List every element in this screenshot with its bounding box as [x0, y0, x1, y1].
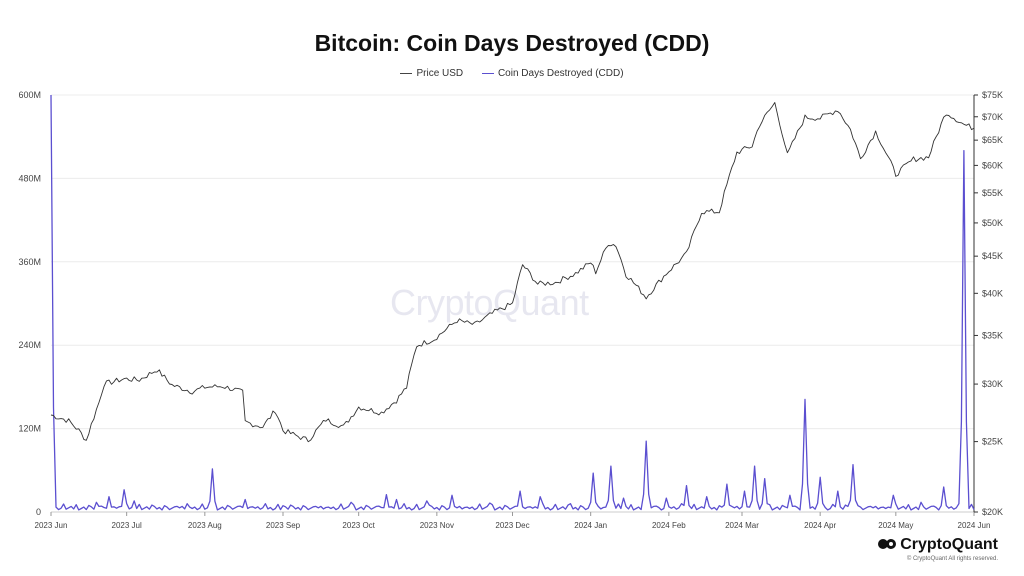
y-left-tick-label: 600M [18, 90, 41, 100]
y-left-tick-label: 360M [18, 257, 41, 267]
legend: Price USD Coin Days Destroyed (CDD) [0, 68, 1024, 79]
y-left-tick-label: 240M [18, 340, 41, 350]
legend-item-cdd[interactable]: Coin Days Destroyed (CDD) [481, 68, 624, 79]
x-tick-label: 2024 Jan [574, 521, 607, 530]
y-left-tick-label: 480M [18, 173, 41, 183]
x-tick-label: 2023 Nov [420, 521, 454, 530]
y-right-tick-label: $30K [982, 379, 1003, 389]
x-tick-label: 2023 Aug [188, 521, 222, 530]
x-tick-label: 2023 Sep [266, 521, 301, 530]
y-right-tick-label: $50K [982, 218, 1003, 228]
cdd-line [50, 94, 975, 511]
watermark: CryptoQuant [390, 282, 589, 323]
grid-lines [51, 94, 974, 513]
chart-title: Bitcoin: Coin Days Destroyed (CDD) [314, 30, 710, 56]
y-right-tick-label: $60K [982, 160, 1003, 170]
x-tick-label: 2023 Jun [35, 521, 68, 530]
legend-swatch-price [400, 72, 413, 74]
y-right-tick-label: $75K [982, 90, 1003, 100]
legend-item-price[interactable]: Price USD [400, 68, 463, 79]
copyright-text: © CryptoQuant All rights reserved. [906, 556, 998, 562]
x-tick-label: 2024 Apr [804, 521, 836, 530]
x-tick-label: 2024 Mar [725, 521, 759, 530]
y-axis-right: $20K $25K $30K $35K $40K $45K $50K $55K $60K $65K… [973, 90, 1003, 517]
x-tick-label: 2023 Dec [495, 521, 529, 530]
x-tick-label: 2024 Feb [652, 521, 686, 530]
x-tick-label: 2023 Jul [112, 521, 142, 530]
y-right-tick-label: $40K [982, 288, 1003, 298]
y-right-tick-label: $70K [982, 112, 1003, 122]
brand-name: CryptoQuant [900, 536, 998, 553]
x-tick-label: 2023 Oct [342, 521, 375, 530]
price-line [50, 102, 975, 443]
y-right-tick-label: $20K [982, 507, 1003, 517]
y-right-tick-label: $25K [982, 437, 1003, 447]
series-cdd [50, 94, 975, 511]
x-tick-label: 2024 Jun [958, 521, 991, 530]
y-right-tick-label: $45K [982, 251, 1003, 261]
brand-logo: CryptoQuant [878, 536, 998, 554]
legend-label-cdd: Coin Days Destroyed (CDD) [497, 68, 624, 79]
y-left-tick-label: 120M [18, 424, 41, 434]
y-right-tick-label: $55K [982, 188, 1003, 198]
y-left-tick-label: 0 [36, 507, 41, 517]
series-price [50, 102, 975, 443]
cryptoquant-logo-icon [878, 539, 897, 549]
x-tick-label: 2024 May [878, 521, 913, 530]
y-axis-left: 0 120M 240M 360M 480M 600M [18, 90, 41, 517]
legend-swatch-cdd [481, 72, 494, 74]
y-right-tick-label: $35K [982, 330, 1003, 340]
x-axis: 2023 Jun 2023 Jul 2023 Aug 2023 Sep 2023 Oct… [35, 511, 991, 530]
legend-label-price: Price USD [416, 68, 464, 79]
y-right-tick-label: $65K [982, 135, 1003, 145]
